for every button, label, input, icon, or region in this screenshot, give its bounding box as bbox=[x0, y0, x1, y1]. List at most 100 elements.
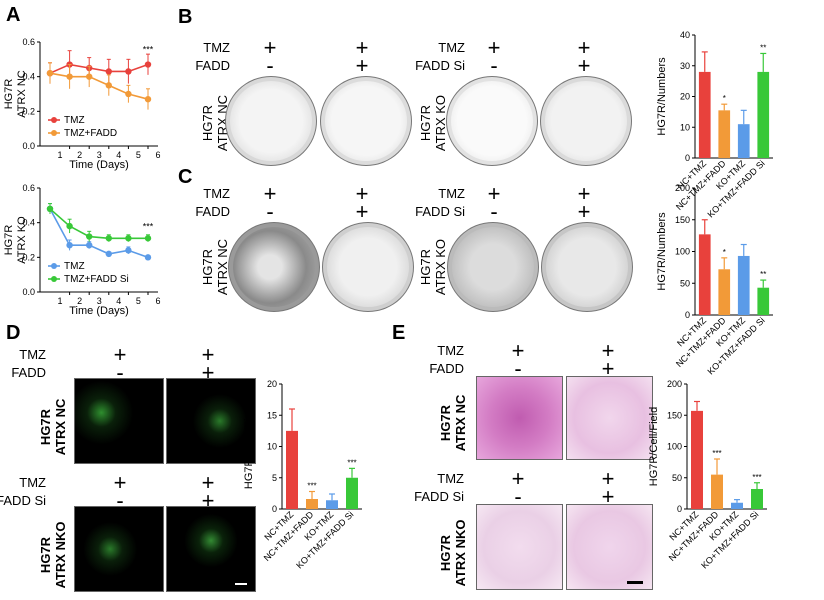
y-axis-label: HG7R bbox=[3, 79, 15, 110]
legend-marker bbox=[51, 276, 57, 282]
y-tick-label: 0.6 bbox=[22, 37, 35, 47]
d-sign: + bbox=[201, 342, 215, 367]
y-tick-label: 200 bbox=[667, 379, 682, 389]
panel-label-c: C bbox=[178, 166, 193, 188]
c-tmz-label: TMZ bbox=[203, 186, 230, 201]
b-fadd-si-label: FADD Si bbox=[415, 58, 465, 73]
colony-dish-image bbox=[228, 222, 320, 312]
data-point bbox=[66, 73, 73, 80]
b-tmz-label: TMZ bbox=[203, 40, 230, 55]
y-tick-label: 0.0 bbox=[22, 141, 35, 151]
bar-chart-b: 010203040HG7R/NumbersNC+TMZ*NC+TMZ+FADDK… bbox=[656, 30, 773, 220]
scale-bar bbox=[235, 583, 247, 585]
panel-label-e: E bbox=[392, 322, 406, 344]
data-point bbox=[125, 90, 132, 98]
y-axis-label: HG7R bbox=[3, 225, 15, 256]
c-sign: + bbox=[263, 181, 277, 206]
data-point bbox=[144, 235, 152, 242]
colony-dish-image bbox=[541, 222, 633, 312]
legend-label: TMZ bbox=[64, 115, 85, 126]
y-tick-label: 0.0 bbox=[22, 287, 35, 297]
y-tick-label: 0 bbox=[685, 310, 690, 320]
x-axis-label: Time (Days) bbox=[69, 305, 128, 317]
series-line bbox=[49, 63, 149, 74]
data-point bbox=[125, 68, 132, 75]
y-axis-label: ATRX KO bbox=[16, 216, 28, 264]
significance-mark: *** bbox=[143, 44, 154, 54]
significance-mark: *** bbox=[143, 222, 154, 232]
y-tick-label: 0.2 bbox=[22, 252, 35, 262]
y-tick-label: 50 bbox=[680, 278, 690, 288]
y-tick-label: 150 bbox=[667, 410, 682, 420]
data-point bbox=[86, 233, 93, 240]
d-fadd-si-label: FADD Si bbox=[0, 493, 46, 508]
c-sign: - bbox=[490, 199, 498, 224]
d-fadd-label: FADD bbox=[11, 365, 46, 380]
data-point bbox=[46, 205, 54, 212]
e-sign: - bbox=[514, 484, 522, 509]
migration-image bbox=[566, 504, 653, 590]
bar bbox=[711, 474, 723, 509]
bar bbox=[306, 499, 318, 509]
significance-mark: * bbox=[723, 248, 726, 257]
bar bbox=[691, 410, 703, 509]
y-axis-label: ATRX NC bbox=[16, 70, 28, 118]
bar bbox=[737, 124, 750, 158]
d-sign: - bbox=[116, 360, 124, 385]
y-tick-label: 0 bbox=[272, 504, 277, 514]
legend-marker bbox=[51, 263, 57, 269]
y-tick-label: 0 bbox=[677, 504, 682, 514]
data-point bbox=[144, 61, 152, 68]
legend-marker bbox=[51, 117, 57, 123]
bar bbox=[718, 110, 731, 158]
significance-mark: *** bbox=[752, 473, 761, 482]
significance-mark: *** bbox=[347, 458, 356, 467]
scale-bar bbox=[627, 581, 643, 584]
y-tick-label: 40 bbox=[680, 30, 690, 40]
b-fadd-label: FADD bbox=[195, 58, 230, 73]
significance-mark: *** bbox=[712, 449, 721, 458]
data-point bbox=[144, 96, 152, 103]
bar bbox=[757, 287, 770, 315]
data-point bbox=[66, 242, 73, 249]
y-tick-label: 15 bbox=[267, 410, 277, 420]
c-sign: + bbox=[355, 199, 369, 224]
migration-image bbox=[476, 376, 563, 460]
y-axis-label: HG7R/Numbers bbox=[656, 212, 668, 291]
e-tmz-label: TMZ bbox=[437, 343, 464, 358]
legend-label: TMZ+FADD Si bbox=[64, 274, 129, 285]
y-axis-label: HG7R/Cell/Field bbox=[648, 407, 660, 486]
c-sign: + bbox=[355, 181, 369, 206]
line-chart-atrx-ko: 0.0 0.2 0.4 0.6 1 2 3 4 5 6 Time (Days) HG7R ATRX KO… bbox=[3, 183, 161, 317]
c-sign: + bbox=[577, 199, 591, 224]
colony-dish-image bbox=[225, 76, 317, 166]
e-fadd-si-label: FADD Si bbox=[414, 489, 464, 504]
c-sign: + bbox=[487, 181, 501, 206]
c-sign: - bbox=[266, 199, 274, 224]
y-axis-label: HG7R/Tube/Field bbox=[243, 404, 255, 489]
b-sign: + bbox=[355, 35, 369, 60]
bar bbox=[326, 500, 338, 509]
d-tmz-label-2: TMZ bbox=[19, 475, 46, 490]
panel-label-b: B bbox=[178, 6, 193, 28]
e-sign: - bbox=[514, 356, 522, 381]
y-tick-label: 100 bbox=[675, 247, 690, 257]
bar bbox=[751, 489, 763, 509]
y-tick-label: 0 bbox=[685, 153, 690, 163]
e-sign: + bbox=[601, 484, 615, 509]
panel-label-a: A bbox=[6, 4, 21, 26]
d-sign: + bbox=[201, 470, 215, 495]
e-sign: + bbox=[601, 356, 615, 381]
d-tmz-label: TMZ bbox=[19, 347, 46, 362]
y-tick-label: 5 bbox=[272, 473, 277, 483]
y-tick-label: 0.4 bbox=[22, 72, 35, 82]
c-fadd-si-label: FADD Si bbox=[415, 204, 465, 219]
bar-chart-c: 050100150200HG7R/NumbersNC+TMZ*NC+TMZ+FA… bbox=[656, 183, 773, 377]
b-sign: + bbox=[263, 35, 277, 60]
significance-mark: ** bbox=[760, 43, 766, 52]
series-line bbox=[49, 208, 149, 259]
x-tick-label: 4 bbox=[116, 296, 121, 306]
e-sign: + bbox=[511, 338, 525, 363]
